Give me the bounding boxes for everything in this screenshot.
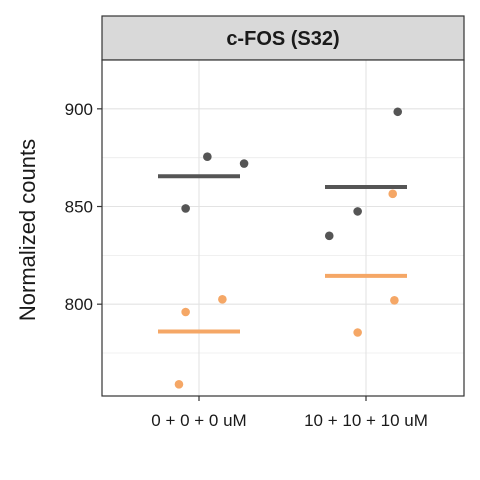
mean-lines <box>158 174 407 334</box>
data-point <box>181 307 190 317</box>
y-axis-ticks: 800 850 900 <box>65 100 102 314</box>
plot-border <box>101 59 465 397</box>
y-tick-label: 900 <box>65 100 93 119</box>
x-tick-label: 10 + 10 + 10 uM <box>304 411 428 430</box>
grid-lines <box>102 59 464 396</box>
data-point <box>181 204 190 213</box>
data-point <box>353 207 362 216</box>
data-points <box>174 107 403 389</box>
data-point <box>353 328 362 337</box>
data-point <box>324 231 334 241</box>
x-tick-label: 0 + 0 + 0 uM <box>151 411 246 430</box>
strip-background <box>101 15 465 61</box>
data-point <box>393 107 403 117</box>
y-tick-label: 850 <box>65 198 93 217</box>
x-axis-ticks: 0 + 0 + 0 uM 10 + 10 + 10 uM <box>151 396 428 430</box>
data-point <box>218 295 227 304</box>
data-point <box>203 152 212 161</box>
data-point <box>174 379 184 389</box>
y-axis-title: Normalized counts <box>15 139 40 321</box>
y-tick-label: 800 <box>65 295 93 314</box>
plot-panel <box>102 60 464 396</box>
data-point <box>239 159 249 168</box>
data-point <box>388 189 398 199</box>
chart-title: c-FOS (S32) <box>226 28 339 50</box>
data-point <box>390 295 399 305</box>
